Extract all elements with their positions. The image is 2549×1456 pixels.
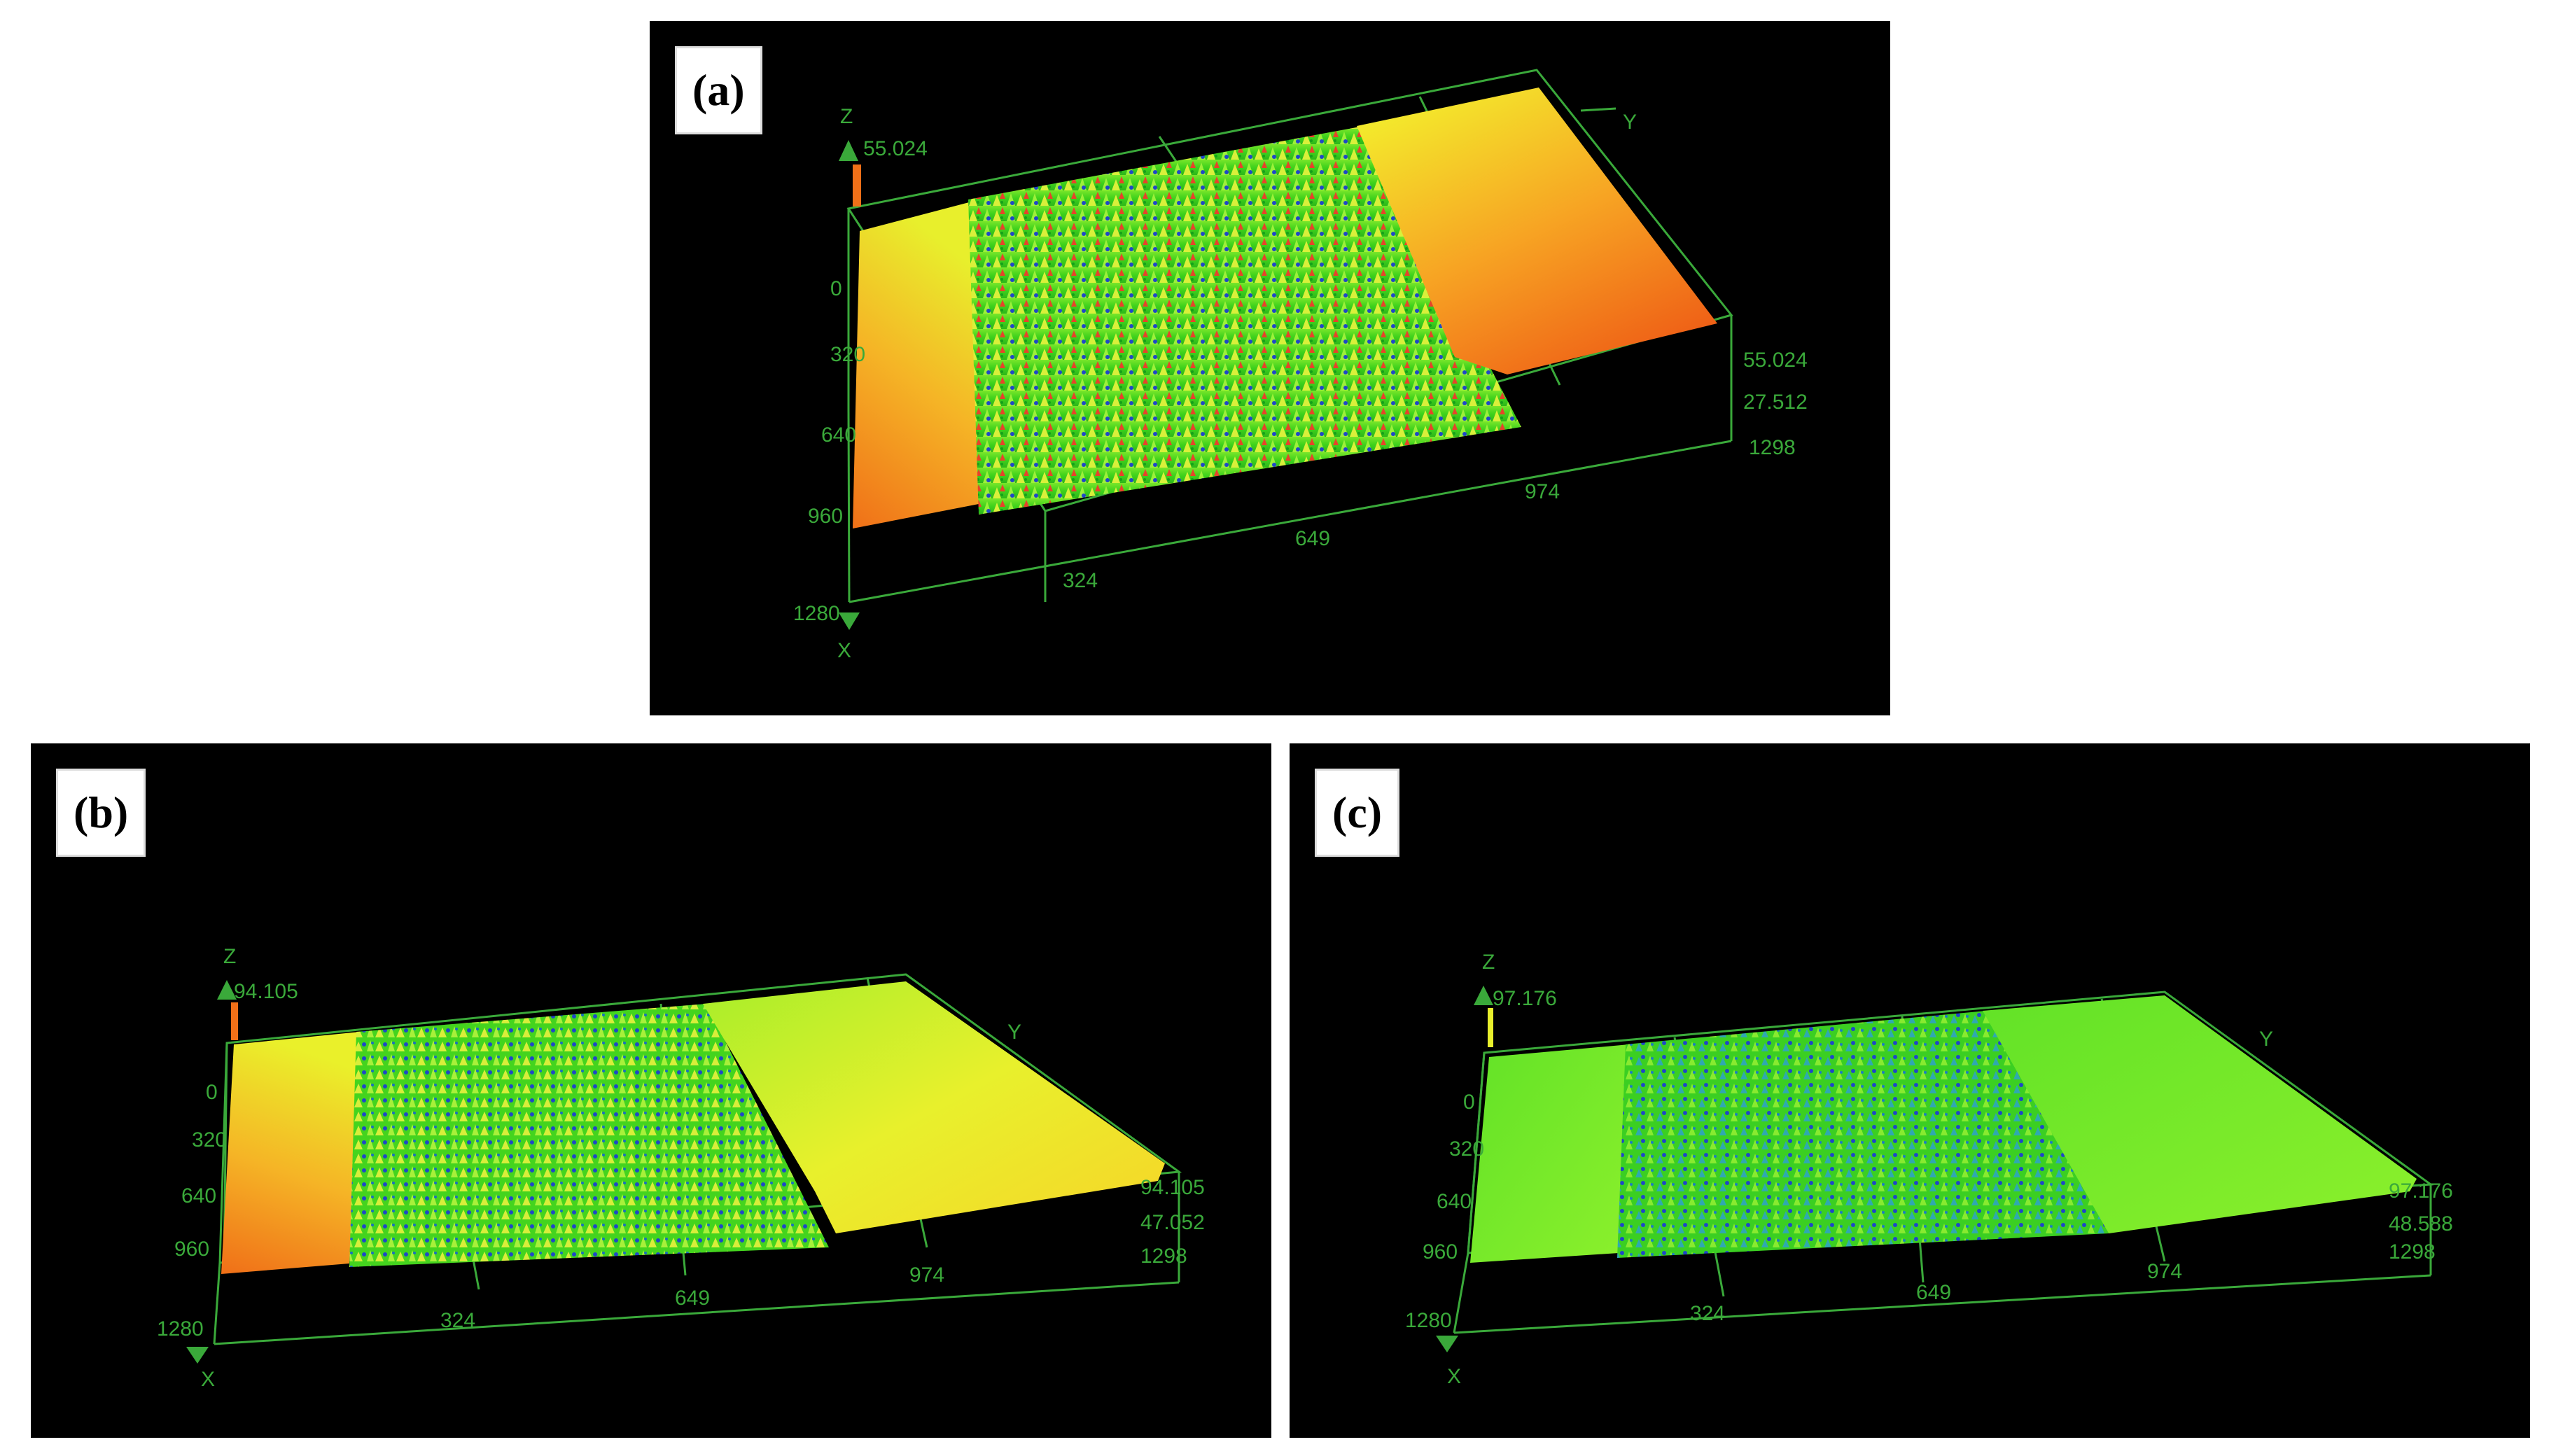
row-tick-a-1: 320 [830, 343, 866, 366]
z-tick-b-1: 47.052 [1140, 1211, 1205, 1234]
color-scale-c [1488, 1008, 1493, 1047]
x-arrow-icon [839, 612, 860, 630]
flat-region-right-b [703, 981, 1165, 1233]
col-tick-b-0: 324 [440, 1309, 476, 1332]
panel-tag-b: (b) [56, 769, 146, 857]
col-tick-a-1: 649 [1295, 527, 1331, 550]
x-axis-label-a: X [837, 639, 852, 662]
flat-region-left-b [221, 1032, 360, 1274]
panel-b: (b) Z 94.105 Y X 0 320 640 960 1280 324 … [31, 743, 1271, 1438]
panel-tag-c: (c) [1315, 769, 1400, 857]
surface-plot-c [1436, 986, 2434, 1352]
z-arrow-icon [217, 980, 237, 1000]
col-tick-a-2: 974 [1525, 480, 1560, 503]
axis-arrows-c [1436, 986, 1493, 1352]
col-tick-b-2: 974 [909, 1264, 945, 1287]
rough-region-b [349, 1004, 829, 1267]
z-axis-label-a: Z [840, 105, 853, 128]
row-tick-a-4: 1280 [793, 602, 840, 625]
col-tick-b-1: 649 [675, 1287, 711, 1310]
surface-plot-a [839, 69, 1733, 630]
flat-region-right-c [1983, 995, 2417, 1233]
row-tick-b-0: 0 [206, 1081, 218, 1104]
flat-region-right-a [1357, 88, 1717, 374]
flat-region-left-c [1470, 1044, 1629, 1263]
x-arrow-icon [186, 1347, 209, 1364]
x-axis-label-c: X [1447, 1365, 1462, 1388]
row-tick-b-2: 640 [181, 1184, 217, 1208]
z-max-label-b: 94.105 [234, 980, 298, 1003]
z-tick-b-0: 94.105 [1140, 1176, 1205, 1199]
axis-arrows-b [186, 980, 237, 1364]
z-arrow-icon [839, 140, 858, 161]
col-tick-a-0: 324 [1063, 569, 1098, 592]
z-max-label-a: 55.024 [863, 137, 928, 160]
row-tick-a-2: 640 [821, 424, 857, 447]
y-axis-label-a: Y [1623, 111, 1637, 134]
row-tick-a-0: 0 [830, 277, 842, 300]
col-tick-b-3: 1298 [1140, 1245, 1187, 1268]
z-tick-a-1: 27.512 [1743, 391, 1808, 414]
row-tick-b-1: 320 [192, 1128, 228, 1152]
panel-tag-a: (a) [675, 46, 762, 134]
z-tick-c-0: 97.176 [2389, 1180, 2453, 1203]
z-tick-c-1: 48.588 [2389, 1212, 2453, 1236]
col-tick-a-3: 1298 [1749, 436, 1796, 459]
panel-c: (c) Z 97.176 Y X 0 320 640 960 1280 324 … [1290, 743, 2530, 1438]
row-tick-c-4: 1280 [1405, 1309, 1452, 1332]
x-arrow-icon [1436, 1336, 1458, 1352]
axis-arrows-a [839, 107, 1616, 630]
flat-region-left-a [853, 202, 979, 528]
col-tick-c-1: 649 [1916, 1281, 1952, 1304]
row-tick-c-2: 640 [1437, 1190, 1472, 1213]
col-tick-c-0: 324 [1690, 1302, 1726, 1325]
rough-region-a [968, 126, 1521, 514]
color-scale-a [853, 164, 861, 206]
row-tick-b-3: 960 [174, 1238, 210, 1261]
rough-region-c [1617, 1011, 2109, 1258]
z-axis-label-b: Z [223, 945, 237, 968]
z-max-label-c: 97.176 [1493, 987, 1557, 1010]
row-tick-c-0: 0 [1463, 1091, 1475, 1114]
panel-a: (a) Z 55.024 Y X 0 320 640 960 1280 324 … [650, 21, 1890, 715]
col-tick-c-3: 1298 [2389, 1240, 2436, 1264]
y-arrow-icon [1580, 107, 1616, 112]
col-tick-c-2: 974 [2147, 1260, 2183, 1283]
x-axis-label-b: X [201, 1368, 216, 1391]
row-tick-b-4: 1280 [157, 1317, 204, 1340]
y-axis-label-b: Y [1007, 1021, 1022, 1044]
row-tick-a-3: 960 [808, 505, 844, 528]
color-scale-b [231, 1002, 238, 1040]
z-tick-a-0: 55.024 [1743, 349, 1808, 372]
z-arrow-icon [1474, 986, 1493, 1005]
row-tick-c-3: 960 [1423, 1240, 1458, 1264]
y-axis-label-c: Y [2259, 1028, 2274, 1051]
row-tick-c-1: 320 [1449, 1138, 1485, 1161]
z-axis-label-c: Z [1482, 951, 1495, 974]
surface-plot-b [186, 973, 1182, 1364]
